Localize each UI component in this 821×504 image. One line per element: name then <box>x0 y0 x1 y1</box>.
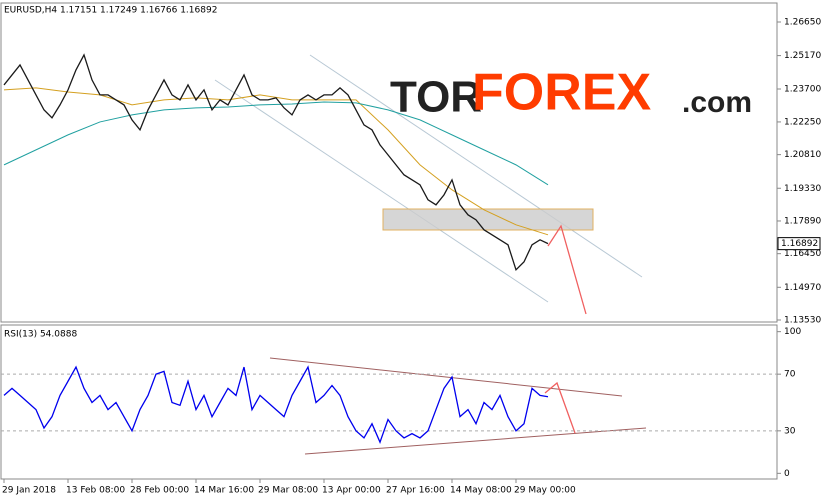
price-panel <box>0 2 778 323</box>
y-tick-label: 100 <box>784 327 801 337</box>
y-tick-label: 1.22250 <box>784 117 821 127</box>
y-tick-label: 1.23700 <box>784 84 821 94</box>
x-tick-label: 29 Jan 2018 <box>2 486 56 496</box>
last-price-box <box>777 237 821 251</box>
rsi-trend <box>304 427 647 455</box>
y-tick-label: 1.16450 <box>784 249 821 259</box>
channel-line <box>214 79 549 303</box>
x-tick-label: 13 Apr 00:00 <box>322 486 381 496</box>
y-tick-label: 0 <box>784 469 790 479</box>
rsi-title: RSI(13) 54.0888 <box>4 330 77 340</box>
y-tick-label: 70 <box>784 370 796 380</box>
x-tick-label: 29 Mar 08:00 <box>258 486 318 496</box>
y-tick-label: 1.26650 <box>784 17 821 27</box>
x-tick-label: 14 Mar 16:00 <box>194 486 254 496</box>
x-tick-label: 27 Apr 16:00 <box>386 486 445 496</box>
last-price-label: 1.16892 <box>781 239 818 249</box>
series-line <box>3 365 549 444</box>
y-tick-label: 1.19330 <box>784 184 821 194</box>
price-title: EURUSD,H4 1.17151 1.17249 1.16766 1.1689… <box>4 6 217 16</box>
x-tick-label: 28 Feb 00:00 <box>130 486 189 496</box>
rsi-trend <box>269 357 623 397</box>
logo: TOR FOREX .com <box>390 64 752 122</box>
channel-line <box>309 54 643 278</box>
series-line <box>3 53 549 272</box>
x-tick-label: 14 May 08:00 <box>450 486 512 496</box>
y-tick-label: 1.17890 <box>784 216 821 226</box>
annotations <box>214 54 647 455</box>
y-tick-label: 30 <box>784 426 796 436</box>
logo-text: .com <box>682 86 752 119</box>
forecast-arrow <box>544 381 576 434</box>
logo-text: TOR <box>390 73 482 122</box>
y-tick-label: 1.14970 <box>784 283 821 293</box>
y-tick-label: 1.13530 <box>784 316 821 326</box>
resistance-zone <box>382 208 594 231</box>
rsi-panel <box>0 324 778 480</box>
y-tick-label: 1.25170 <box>784 51 821 61</box>
x-tick-label: 29 May 00:00 <box>514 486 576 496</box>
moving-average <box>3 101 549 186</box>
x-tick-label: 13 Feb 08:00 <box>66 486 125 496</box>
forecast-arrow <box>547 224 587 315</box>
y-tick-label: 1.20810 <box>784 150 821 160</box>
logo-text: FOREX <box>472 64 651 122</box>
